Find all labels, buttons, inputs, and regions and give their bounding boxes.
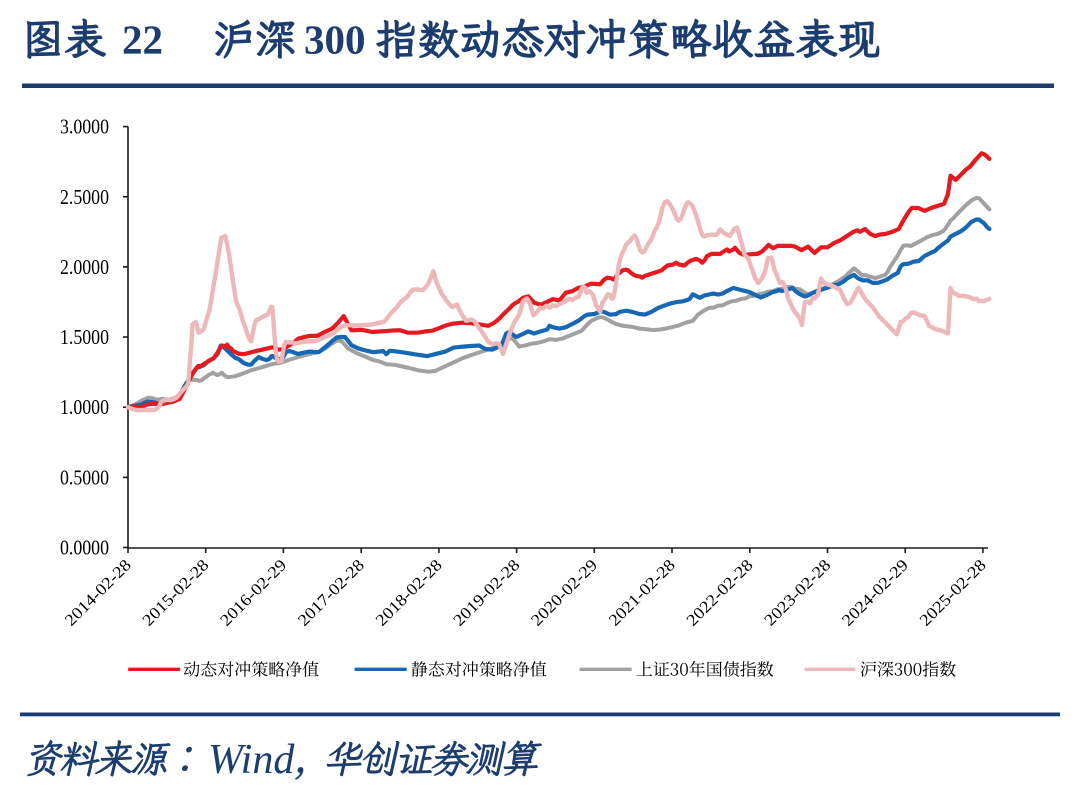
svg-text:300: 300 bbox=[304, 17, 366, 63]
svg-text:3.0000: 3.0000 bbox=[60, 115, 109, 139]
svg-text:2.0000: 2.0000 bbox=[60, 255, 109, 279]
svg-text:22: 22 bbox=[122, 17, 163, 63]
svg-text:1.5000: 1.5000 bbox=[60, 325, 109, 349]
svg-text:1.0000: 1.0000 bbox=[60, 395, 109, 419]
svg-text:0.5000: 0.5000 bbox=[60, 465, 109, 489]
svg-text:0.0000: 0.0000 bbox=[60, 536, 109, 560]
svg-text:Wind: Wind bbox=[208, 737, 295, 783]
svg-text:2.5000: 2.5000 bbox=[60, 185, 109, 209]
